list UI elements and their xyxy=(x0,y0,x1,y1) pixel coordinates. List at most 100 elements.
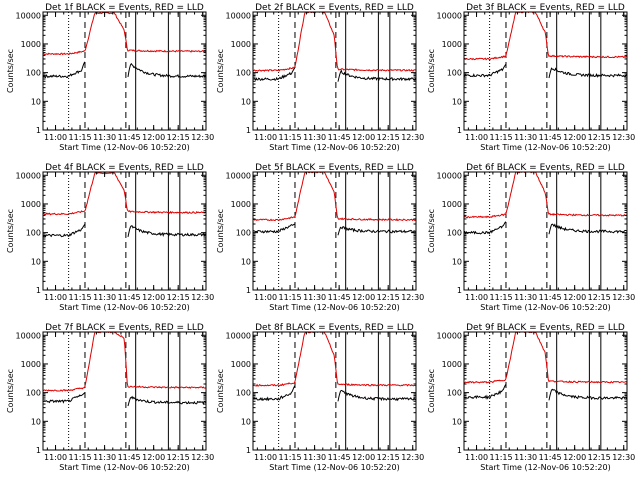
y-tick-label: 10 xyxy=(241,257,251,266)
y-tick-label: 1000 xyxy=(231,200,251,209)
series-lld xyxy=(43,172,206,216)
x-tick-label: 12:15 xyxy=(588,133,611,142)
x-tick-label: 12:15 xyxy=(167,293,190,302)
x-tick-label: 11:45 xyxy=(118,133,141,142)
y-tick-label: 10 xyxy=(452,97,462,106)
y-tick-label: 100 xyxy=(236,389,251,398)
x-tick-label: 11:15 xyxy=(69,293,92,302)
x-tick-label: 11:15 xyxy=(490,133,513,142)
x-tick-label: 12:00 xyxy=(563,133,586,142)
y-axis-label: Counts/sec xyxy=(427,49,436,93)
x-tick-label: 12:30 xyxy=(401,293,424,302)
x-tick-label: 12:15 xyxy=(377,293,400,302)
x-tick-label: 11:15 xyxy=(279,293,302,302)
x-axis-label: Start Time (12-Nov-06 10:52:20) xyxy=(59,143,189,152)
series-lld xyxy=(464,12,627,61)
x-tick-label: 12:00 xyxy=(563,293,586,302)
y-tick-label: 100 xyxy=(236,69,251,78)
y-tick-label: 10000 xyxy=(16,11,41,20)
x-tick-label: 12:30 xyxy=(612,293,635,302)
x-tick-label: 11:30 xyxy=(93,133,116,142)
y-tick-label: 1000 xyxy=(442,360,462,369)
x-tick-label: 11:00 xyxy=(254,453,277,462)
y-tick-label: 1 xyxy=(246,446,251,455)
x-tick-label: 12:30 xyxy=(191,293,214,302)
plot-frame xyxy=(463,11,628,131)
series-events xyxy=(464,384,627,401)
x-tick-label: 12:15 xyxy=(588,453,611,462)
series-events xyxy=(43,61,206,79)
x-tick-label: 11:00 xyxy=(44,293,67,302)
x-tick-label: 12:00 xyxy=(352,133,375,142)
y-tick-label: 10000 xyxy=(437,171,462,180)
panel-title: Det 7f BLACK = Events, RED = LLD xyxy=(45,323,204,333)
x-tick-label: 11:15 xyxy=(69,453,92,462)
plot-frame xyxy=(463,171,628,291)
x-tick-label: 12:00 xyxy=(352,453,375,462)
x-tick-label: 12:00 xyxy=(352,293,375,302)
y-tick-label: 10 xyxy=(31,257,41,266)
y-tick-label: 1000 xyxy=(231,360,251,369)
plot-frame xyxy=(42,171,207,291)
y-tick-label: 1 xyxy=(246,286,251,295)
y-tick-label: 10 xyxy=(31,417,41,426)
x-tick-label: 11:45 xyxy=(328,133,351,142)
panel-2: Det 2f BLACK = Events, RED = LLD 1 10 100 10… xyxy=(216,3,424,152)
series-events xyxy=(253,385,416,402)
plot-frame xyxy=(252,11,417,131)
x-tick-label: 11:45 xyxy=(118,453,141,462)
x-tick-label: 11:00 xyxy=(254,293,277,302)
x-tick-label: 11:45 xyxy=(539,293,562,302)
x-tick-label: 12:15 xyxy=(377,133,400,142)
y-tick-label: 10000 xyxy=(437,331,462,340)
y-tick-label: 100 xyxy=(447,69,462,78)
x-tick-label: 12:15 xyxy=(167,453,190,462)
series-events xyxy=(253,67,416,82)
series-events xyxy=(253,223,416,236)
y-tick-label: 10000 xyxy=(16,331,41,340)
panel-title: Det 8f BLACK = Events, RED = LLD xyxy=(255,323,414,333)
x-tick-label: 12:15 xyxy=(377,453,400,462)
y-axis-label: Counts/sec xyxy=(216,369,225,413)
x-axis-label: Start Time (12-Nov-06 10:52:20) xyxy=(269,303,399,312)
x-tick-label: 11:45 xyxy=(539,453,562,462)
y-tick-label: 10000 xyxy=(16,171,41,180)
x-tick-label: 12:00 xyxy=(142,453,165,462)
x-tick-label: 11:00 xyxy=(44,453,67,462)
x-tick-label: 11:30 xyxy=(514,133,537,142)
y-tick-label: 10 xyxy=(31,97,41,106)
x-tick-label: 11:15 xyxy=(490,293,513,302)
x-axis-label: Start Time (12-Nov-06 10:52:20) xyxy=(480,463,610,472)
series-events xyxy=(464,64,627,79)
y-tick-label: 10 xyxy=(452,257,462,266)
series-lld xyxy=(43,12,206,56)
x-tick-label: 11:30 xyxy=(93,453,116,462)
x-tick-label: 11:15 xyxy=(490,453,513,462)
x-axis-label: Start Time (12-Nov-06 10:52:20) xyxy=(59,303,189,312)
y-tick-label: 1000 xyxy=(442,40,462,49)
y-tick-label: 10 xyxy=(241,97,251,106)
x-tick-label: 11:00 xyxy=(465,133,488,142)
x-tick-label: 11:30 xyxy=(514,453,537,462)
panel-8: Det 8f BLACK = Events, RED = LLD 1 10 100 10… xyxy=(216,323,424,472)
x-tick-label: 12:00 xyxy=(563,453,586,462)
series-lld xyxy=(464,172,627,219)
x-tick-label: 12:00 xyxy=(142,133,165,142)
x-tick-label: 12:30 xyxy=(191,133,214,142)
series-lld xyxy=(43,332,206,392)
series-events xyxy=(43,224,206,238)
x-tick-label: 11:15 xyxy=(279,453,302,462)
y-tick-label: 1 xyxy=(457,126,462,135)
series-events xyxy=(464,221,627,235)
y-tick-label: 1 xyxy=(457,446,462,455)
x-tick-label: 12:30 xyxy=(401,133,424,142)
panel-4: Det 4f BLACK = Events, RED = LLD 1 10 100 10… xyxy=(6,163,214,312)
y-tick-label: 10000 xyxy=(226,171,251,180)
x-tick-label: 12:15 xyxy=(588,293,611,302)
y-axis-label: Counts/sec xyxy=(6,209,15,253)
plot-frame xyxy=(42,331,207,451)
panel-7: Det 7f BLACK = Events, RED = LLD 1 10 100 10… xyxy=(6,323,214,472)
x-tick-label: 12:15 xyxy=(167,133,190,142)
y-tick-label: 1000 xyxy=(21,200,41,209)
y-axis-label: Counts/sec xyxy=(216,209,225,253)
